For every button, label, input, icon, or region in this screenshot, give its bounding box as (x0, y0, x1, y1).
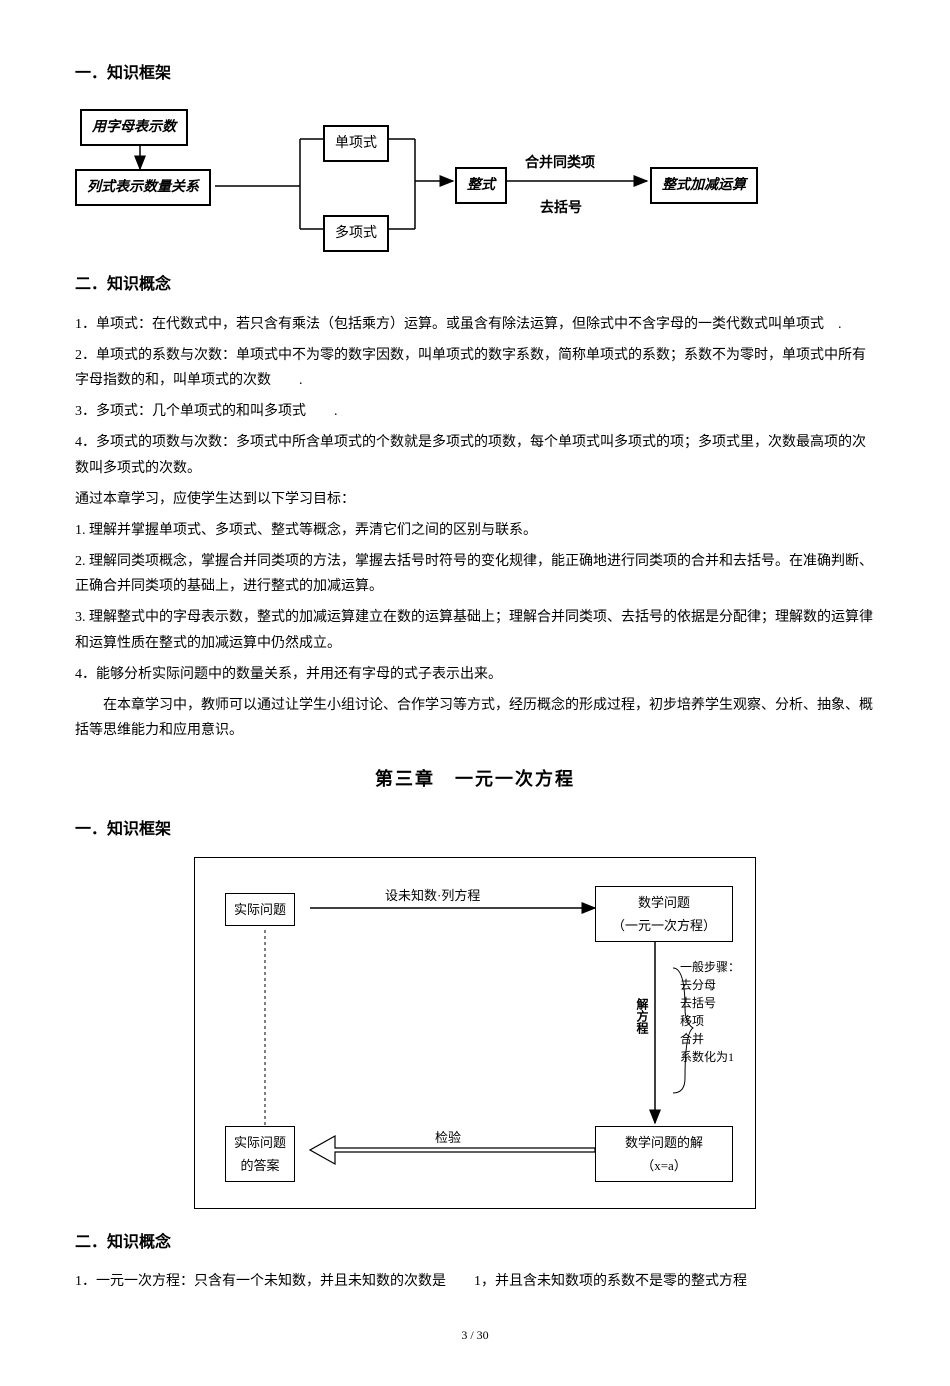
d2-mp-l1: 数学问题 (604, 891, 724, 914)
page-footer: 3 / 30 (75, 1325, 875, 1347)
d2-side-solve: 解方程 (633, 998, 651, 1034)
d1-box-monomial: 单项式 (323, 125, 389, 162)
d1-box-letters: 用字母表示数 (80, 109, 188, 146)
d2-steps-title: 一般步骤： (680, 958, 740, 976)
d2-ms-l2: （x=a） (604, 1154, 724, 1177)
d2-label-check: 检验 (435, 1126, 461, 1149)
d2-label-top: 设未知数·列方程 (385, 884, 480, 907)
s2-p4: 4．多项式的项数与次数：多项式中所含单项式的个数就是多项式的项数，每个单项式叫多… (75, 430, 875, 480)
section2-heading: 二．知识概念 (75, 271, 875, 300)
d2-box-realanswer: 实际问题 的答案 (225, 1126, 295, 1183)
s2-p1: 1．单项式：在代数式中，若只含有乘法（包括乘方）运算。或虽含有除法运算，但除式中… (75, 312, 875, 337)
d2-ms-l1: 数学问题的解 (604, 1131, 724, 1154)
d2-step3: 移项 (680, 1012, 740, 1030)
s2-p3: 3．多项式：几个单项式的和叫多项式 . (75, 399, 875, 424)
d2-steps: 一般步骤： 去分母 去括号 移项 合并 系数化为1 (680, 958, 740, 1066)
d2-step1: 去分母 (680, 976, 740, 994)
chapter3-h1: 一．知识框架 (75, 816, 875, 845)
d2-box-mathsolution: 数学问题的解 （x=a） (595, 1126, 733, 1183)
d2-ra-l2: 的答案 (234, 1154, 286, 1177)
d1-label-bracket: 去括号 (540, 196, 582, 221)
d2-mp-l2: （一元一次方程） (604, 914, 724, 937)
s2-p2: 2．单项式的系数与次数：单项式中不为零的数字因数，叫单项式的数字系数，简称单项式… (75, 343, 875, 393)
diagram-1: 用字母表示数 列式表示数量关系 单项式 多项式 整式 整式加减运算 合并同类项 … (75, 101, 825, 251)
d1-box-integral: 整式 (455, 167, 507, 204)
d2-step5: 系数化为1 (680, 1048, 740, 1066)
s2-p5: 通过本章学习，应使学生达到以下学习目标： (75, 487, 875, 512)
d2-step2: 去括号 (680, 994, 740, 1012)
section1-heading: 一．知识框架 (75, 60, 875, 89)
d1-box-op: 整式加减运算 (650, 167, 758, 204)
d2-box-mathproblem: 数学问题 （一元一次方程） (595, 886, 733, 943)
s2-p10: 在本章学习中，教师可以通过让学生小组讨论、合作学习等方式，经历概念的形成过程，初… (75, 693, 875, 743)
s2-p9: 4．能够分析实际问题中的数量关系，并用还有字母的式子表示出来。 (75, 662, 875, 687)
d2-box-realproblem: 实际问题 (225, 893, 295, 926)
d1-label-combine: 合并同类项 (525, 151, 595, 176)
d1-box-polynomial: 多项式 (323, 215, 389, 252)
s2-p8: 3. 理解整式中的字母表示数，整式的加减运算建立在数的运算基础上；理解合并同类项… (75, 605, 875, 655)
d2-step4: 合并 (680, 1030, 740, 1048)
chapter3-h2: 二．知识概念 (75, 1229, 875, 1258)
chapter3-title: 第三章 一元一次方程 (75, 763, 875, 795)
s2-p7: 2. 理解同类项概念，掌握合并同类项的方法，掌握去括号时符号的变化规律，能正确地… (75, 549, 875, 599)
s2-p6: 1. 理解并掌握单项式、多项式、整式等概念，弄清它们之间的区别与联系。 (75, 518, 875, 543)
d2-ra-l1: 实际问题 (234, 1131, 286, 1154)
d1-box-expr: 列式表示数量关系 (75, 169, 211, 206)
c3-p1: 1．一元一次方程：只含有一个未知数，并且未知数的次数是 1，并且含未知数项的系数… (75, 1269, 875, 1294)
diagram-2: 实际问题 数学问题 （一元一次方程） 实际问题 的答案 数学问题的解 （x=a）… (194, 857, 756, 1209)
